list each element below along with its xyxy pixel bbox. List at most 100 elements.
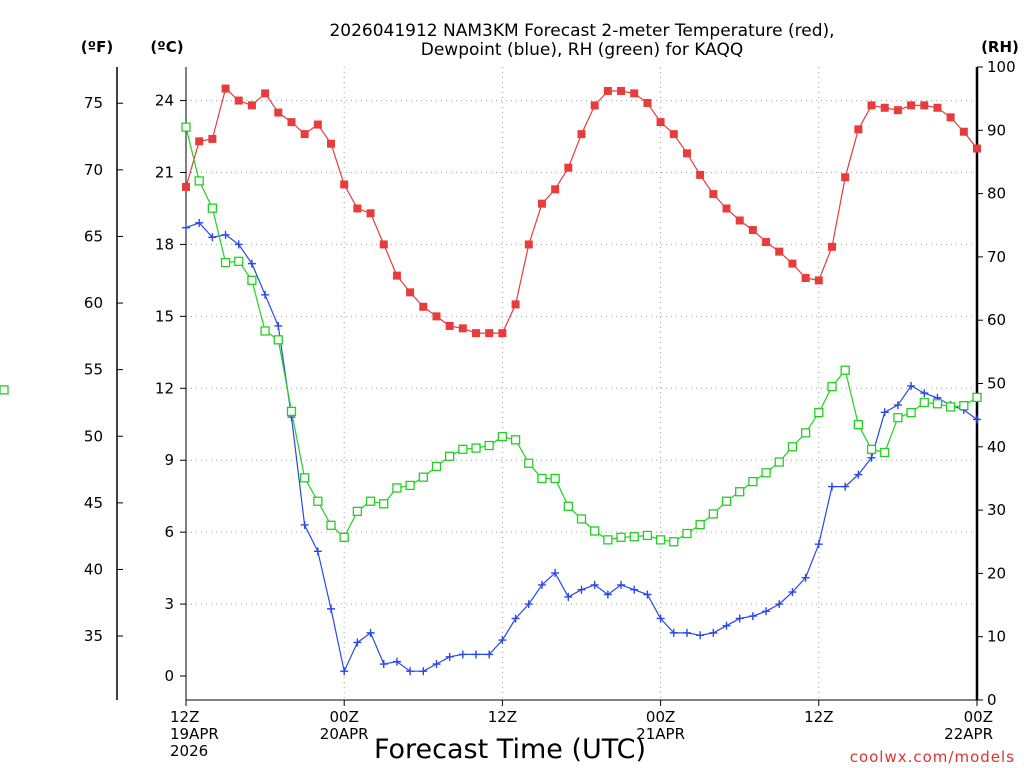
- dewpoint-point-54: [893, 401, 902, 410]
- rh-point-4: [234, 256, 244, 266]
- x-tick-label-24-line-1: 12Z: [488, 708, 517, 726]
- temp-point-47: [801, 274, 810, 282]
- temp-point-23: [485, 329, 494, 338]
- celsius-tick-label-24: 24: [155, 92, 174, 110]
- dewpoint-point-53: [880, 408, 889, 417]
- celsius-tick-label-12: 12: [155, 379, 174, 397]
- dewpoint-point-1: [195, 218, 204, 227]
- rh-point-6: [260, 326, 270, 336]
- temp-point-52: [867, 101, 876, 110]
- rh-point-1: [194, 176, 204, 186]
- temp-point-60: [973, 144, 981, 153]
- rh-point-24: [497, 432, 508, 442]
- temp-point-3: [221, 84, 230, 93]
- rh-unit-label: (RH): [981, 38, 1019, 56]
- fahrenheit-tick-label-35: 35: [84, 627, 103, 645]
- dewpoint-point-20: [445, 652, 454, 661]
- temp-point-26: [524, 240, 533, 249]
- temp-point-14: [366, 209, 375, 218]
- rh-point-16: [392, 483, 402, 493]
- temp-point-4: [234, 96, 243, 105]
- rh-tick-label-100: 100: [987, 58, 1016, 76]
- temp-point-36: [656, 118, 665, 127]
- dewpoint-point-55: [907, 381, 916, 390]
- rh-point-54: [893, 413, 903, 423]
- temp-point-40: [709, 190, 718, 199]
- temp-point-13: [353, 204, 362, 213]
- temp-point-54: [893, 106, 902, 115]
- dewpoint-point-51: [854, 470, 863, 479]
- temp-point-2: [208, 134, 217, 143]
- temp-point-44: [762, 238, 771, 247]
- celsius-tick-label-21: 21: [155, 164, 174, 182]
- rh-point-18: [418, 472, 428, 482]
- dewpoint-point-13: [353, 638, 362, 647]
- rh-point-22: [471, 443, 481, 453]
- temp-point-59: [959, 127, 968, 136]
- dewpoint-point-29: [564, 592, 573, 601]
- temp-point-30: [577, 130, 586, 139]
- fahrenheit-tick-label-65: 65: [84, 227, 103, 245]
- temp-point-41: [722, 204, 731, 213]
- dewpoint-point-17: [406, 667, 415, 676]
- rh-point-34: [629, 532, 639, 542]
- rh-point-40: [708, 509, 718, 519]
- temp-point-33: [617, 86, 626, 95]
- rh-point-32: [603, 535, 613, 545]
- temp-point-34: [630, 89, 639, 98]
- dewpoint-point-49: [827, 482, 836, 491]
- temp-point-43: [748, 226, 757, 235]
- temp-point-37: [669, 130, 678, 139]
- rh-point-35: [642, 530, 653, 541]
- dewpoint-point-36: [656, 614, 665, 623]
- temp-point-42: [735, 216, 744, 225]
- rh-tick-label-60: 60: [987, 311, 1006, 329]
- chart-title-line-1: 2026041912 NAM3KM Forecast 2-meter Tempe…: [329, 21, 834, 41]
- rh-point-39: [695, 520, 705, 530]
- dewpoint-point-44: [762, 607, 771, 616]
- temp-point-48: [814, 276, 823, 285]
- rh-point-9: [299, 473, 310, 483]
- rh-point-53: [880, 447, 890, 458]
- dewpoint-point-45: [775, 600, 784, 609]
- dewpoint-point-3: [221, 230, 230, 239]
- dewpoint-point-5: [247, 259, 256, 268]
- rh-point-56: [919, 397, 929, 408]
- rh-point-55: [906, 407, 916, 418]
- rh-point-25: [510, 435, 521, 445]
- dewpoint-point-56: [920, 389, 929, 398]
- temp-point-45: [775, 247, 784, 256]
- rh-point-59: [959, 401, 969, 411]
- rh-point-44: [761, 468, 771, 478]
- chart-title-line-2: Dewpoint (blue), RH (green) for KAQQ: [421, 40, 744, 60]
- temp-point-35: [643, 98, 652, 107]
- dewpoint-point-16: [392, 657, 401, 666]
- celsius-tick-label-9: 9: [164, 451, 174, 469]
- rh-point-60: [972, 392, 982, 403]
- rh-point-28: [550, 473, 560, 484]
- dewpoint-point-25: [511, 614, 520, 623]
- rh-point-61: [0, 385, 9, 395]
- temp-point-17: [406, 288, 415, 297]
- dewpoint-point-42: [735, 614, 744, 623]
- rh-point-51: [853, 419, 863, 430]
- rh-point-14: [365, 496, 376, 506]
- x-tick-label-60-line-2: 22APR: [944, 725, 993, 743]
- temp-point-12: [340, 180, 349, 189]
- rh-point-12: [339, 532, 349, 542]
- dewpoint-point-60: [973, 415, 981, 424]
- dewpoint-point-46: [788, 588, 797, 597]
- temp-point-49: [827, 242, 836, 251]
- rh-point-37: [669, 537, 679, 547]
- fahrenheit-tick-label-50: 50: [84, 427, 103, 445]
- celsius-tick-label-6: 6: [164, 523, 174, 541]
- rh-point-3: [220, 257, 231, 268]
- rh-point-21: [458, 444, 468, 454]
- series-2-meter-temperature: [182, 84, 981, 338]
- rh-point-29: [563, 501, 573, 511]
- fahrenheit-tick-label-75: 75: [84, 94, 103, 112]
- dewpoint-point-9: [300, 520, 309, 529]
- rh-tick-label-90: 90: [987, 121, 1006, 139]
- rh-point-13: [352, 506, 363, 517]
